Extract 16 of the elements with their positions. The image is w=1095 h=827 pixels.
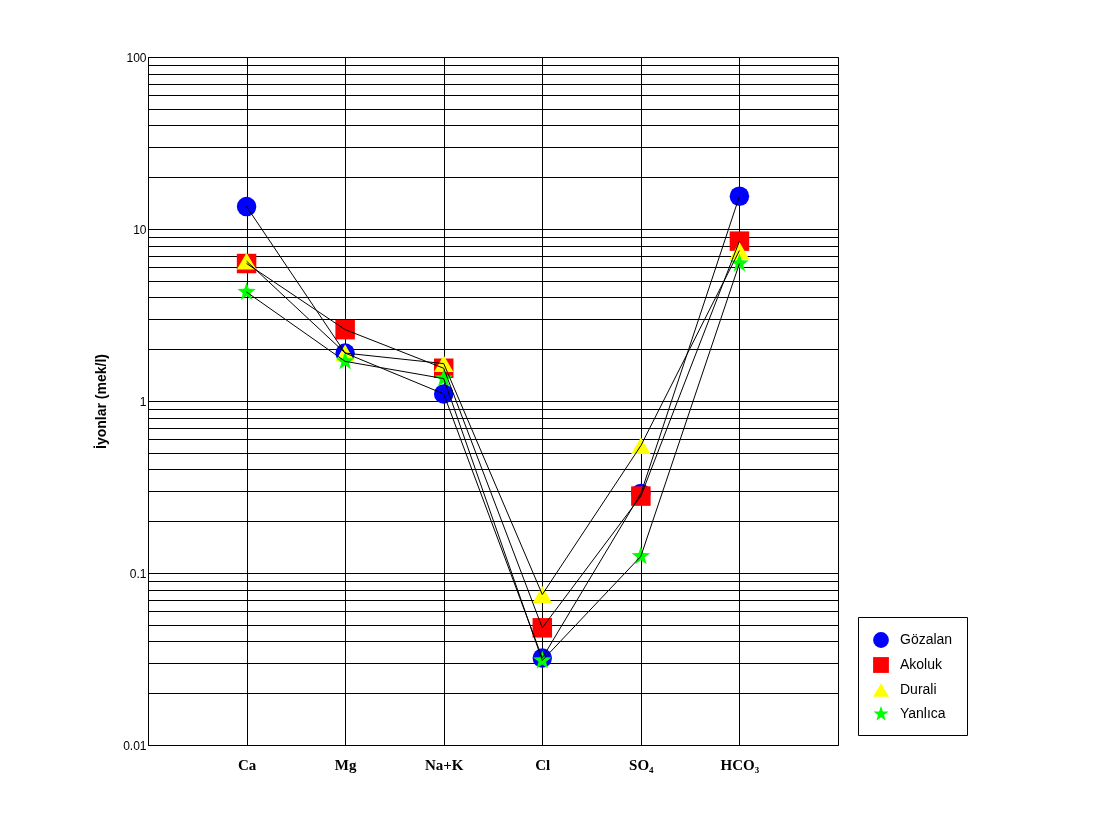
y-tick-label: 10 [133,222,147,237]
legend-label: Yanlıca [900,705,946,721]
x-tick-label: HCO₃ [720,756,760,773]
y-tick-label: 0.01 [123,738,147,753]
y-tick-label: 0.1 [129,566,147,581]
y-tick-label: 100 [126,50,147,65]
x-tick-label: Na+K [424,756,464,773]
legend-label: Durali [900,681,937,697]
legend-label: Gözalan [900,631,953,647]
x-tick-label: Cl [535,756,551,773]
legend-label: Akoluk [900,656,944,672]
y-tick-label: 1 [139,394,147,409]
x-tick-label: Ca [237,756,257,773]
x-tick-label: Mg [334,756,357,773]
y-axis-title: İyonlar (mek/l) [93,354,110,449]
x-tick-label: SO₄ [629,756,655,773]
